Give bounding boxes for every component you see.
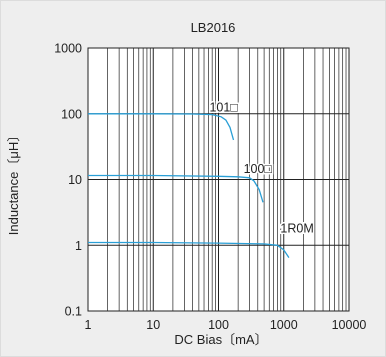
series-label: 1R0M	[280, 222, 313, 236]
y-axis-label: Inductance〔μH〕	[6, 129, 21, 235]
y-tick-label: 0.1	[65, 305, 82, 319]
series-curve	[88, 241, 290, 258]
series-curve	[88, 113, 235, 141]
series-labels: 101□ 100□ 1R0M	[208, 99, 315, 237]
y-tick-label: 1	[75, 239, 82, 253]
x-tick-label: 10	[146, 318, 160, 332]
series-curve	[88, 174, 264, 203]
series-label: 101□	[209, 101, 238, 115]
y-tick-label: 10	[68, 173, 82, 187]
x-tick-label: 100	[208, 318, 229, 332]
x-tick-label: 1000	[270, 318, 298, 332]
series-layer	[88, 113, 290, 258]
y-tick-label: 100	[61, 107, 82, 121]
x-tick-label: 1	[85, 318, 92, 332]
plot-frame	[87, 47, 350, 312]
x-axis-label: DC Bias〔mA〕	[174, 332, 267, 347]
x-tick-label: 10000	[332, 318, 367, 332]
series-label: 100□	[244, 162, 273, 176]
y-tick-labels: 0.1 1 10 100 1000	[54, 42, 82, 319]
y-tick-label: 1000	[54, 42, 82, 56]
chart-title: LB2016	[191, 20, 236, 35]
x-tick-labels: 1 10 100 1000 10000	[85, 318, 367, 332]
